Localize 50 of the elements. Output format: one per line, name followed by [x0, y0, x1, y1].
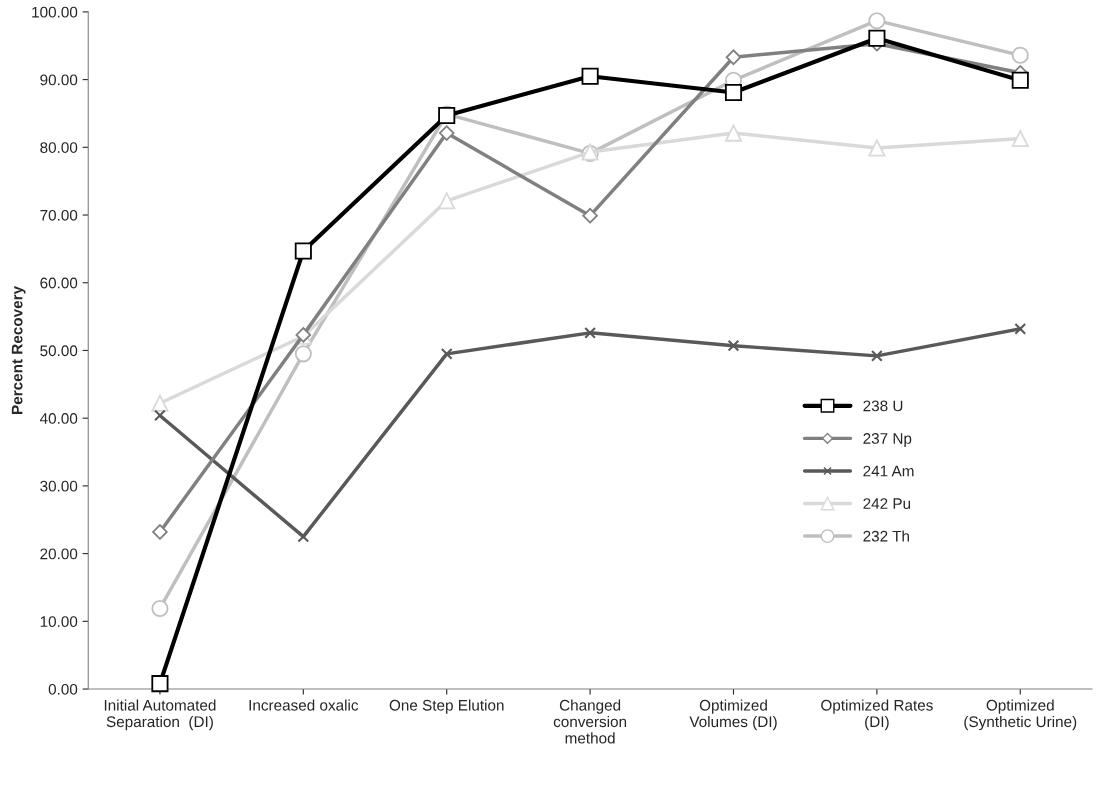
- y-tick-label: 60.00: [40, 277, 78, 289]
- point: [294, 242, 312, 260]
- y-tick-label: 30.00: [40, 480, 78, 492]
- point: [727, 339, 740, 352]
- point: [438, 192, 456, 210]
- y-tick-label: 50.00: [40, 345, 78, 357]
- y-tick-label: 90.00: [40, 74, 78, 86]
- point: [438, 125, 455, 141]
- x-tick-label: Optimized Volumes (DI): [689, 699, 777, 731]
- x-tick-label: Increased oxalic: [249, 699, 359, 711]
- y-tick-label: 100.00: [32, 6, 78, 18]
- point: [1011, 71, 1029, 89]
- point: [297, 530, 310, 543]
- x-tick-label: Optimized (Synthetic Urine): [964, 699, 1077, 731]
- point: [151, 599, 169, 618]
- x-tick-label: Changed conversion method: [553, 699, 627, 744]
- point: [151, 394, 169, 412]
- legend-label: 241 Am: [863, 465, 914, 477]
- point: [584, 326, 597, 339]
- point: [154, 409, 166, 422]
- point: [868, 139, 886, 157]
- point: [440, 347, 453, 360]
- point: [724, 124, 743, 142]
- y-tick-label: 20.00: [40, 548, 78, 560]
- point: [1011, 129, 1029, 148]
- point: [1011, 46, 1029, 64]
- point: [152, 524, 168, 540]
- point: [151, 675, 169, 693]
- point: [870, 349, 883, 362]
- y-tick-label: 70.00: [40, 209, 78, 221]
- x-tick-label: One Step Elution: [389, 699, 504, 714]
- x-tick-label: Initial Automated Separation (DI): [104, 699, 216, 731]
- legend-label: 232 Th: [863, 530, 909, 542]
- legend-label: 242 Pu: [863, 498, 911, 510]
- y-axis-title: Percent Recovery: [11, 286, 26, 414]
- y-tick-label: 80.00: [40, 142, 78, 153]
- point: [868, 12, 886, 30]
- legend-label: 237 Np: [863, 433, 912, 447]
- point: [724, 83, 743, 102]
- point: [868, 29, 886, 47]
- y-tick-label: 10.00: [40, 616, 78, 628]
- point: [1014, 322, 1027, 335]
- point: [294, 345, 312, 363]
- point: [582, 207, 598, 224]
- point: [581, 67, 599, 85]
- x-tick-label: Optimized Rates (DI): [821, 699, 933, 731]
- point: [725, 49, 742, 66]
- y-tick-label: 0.00: [48, 683, 78, 695]
- y-tick-label: 40.00: [39, 413, 78, 424]
- legend-label: 238 U: [863, 400, 903, 412]
